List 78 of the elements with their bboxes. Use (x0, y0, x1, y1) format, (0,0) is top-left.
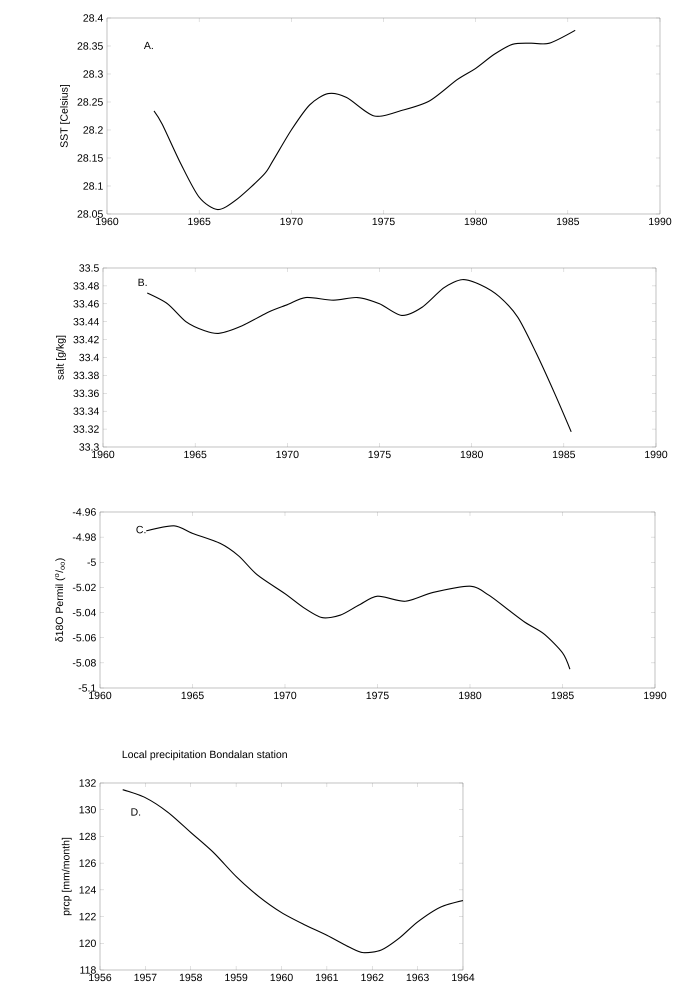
y-tick-label: -5 (87, 558, 96, 566)
y-tick-label: 120 (80, 940, 96, 948)
y-tick-label: 118 (80, 966, 96, 974)
y-tick-label: -5.04 (72, 608, 96, 616)
y-tick-label: -5.02 (72, 584, 96, 592)
x-tick-label: 1990 (645, 450, 668, 458)
line-series (146, 525, 570, 670)
x-tick-label: 1956 (89, 974, 112, 982)
y-tick-label: -5.08 (72, 659, 96, 667)
y-tick-label: 33.3 (79, 443, 99, 451)
y-tick-label: 130 (80, 806, 96, 814)
x-tick-label: 1985 (552, 450, 576, 458)
x-tick-label: 1963 (406, 974, 429, 982)
x-tick-label: 1975 (372, 218, 395, 226)
x-tick-label: 1970 (276, 450, 299, 458)
y-tick-label: 33.5 (79, 264, 99, 272)
x-tick-label: 1980 (460, 450, 483, 458)
y-tick-label: 128 (80, 832, 96, 840)
y-tick-label: 33.4 (79, 354, 99, 362)
y-tick-label: 126 (80, 859, 96, 867)
y-tick-label: 28.15 (78, 154, 103, 162)
y-tick-label: 33.34 (73, 407, 99, 415)
x-tick-label: 1958 (180, 974, 202, 982)
x-tick-label: 1975 (368, 450, 391, 458)
y-axis-title: SST [Celsius] (60, 84, 70, 148)
y-tick-label: -4.96 (72, 508, 96, 516)
y-tick-label: 28.05 (78, 210, 103, 218)
line-series (146, 279, 572, 432)
y-tick-label: -5.1 (78, 684, 96, 692)
y-tick-label: 28.3 (83, 70, 103, 78)
y-tick-label: 33.38 (73, 372, 99, 380)
annotation: A. (144, 42, 153, 50)
y-tick-label: 124 (80, 886, 96, 894)
y-axis-title: salt [g/kg] (56, 336, 66, 380)
y-tick-label: 28.35 (78, 42, 103, 50)
annotation: B. (138, 278, 147, 286)
x-tick-label: 1970 (274, 692, 296, 700)
x-tick-label: 1970 (280, 218, 303, 226)
y-tick-label: 33.46 (73, 300, 99, 308)
x-tick-label: 1957 (134, 974, 157, 982)
annotation: C. (136, 526, 146, 534)
x-tick-label: 1965 (188, 218, 210, 226)
x-tick-label: 1985 (552, 692, 574, 700)
x-tick-label: 1960 (270, 974, 293, 982)
annotation: D. (131, 808, 140, 816)
y-tick-label: 33.32 (73, 425, 99, 433)
x-tick-label: 1980 (464, 218, 487, 226)
x-tick-label: 1975 (366, 692, 389, 700)
y-tick-label: -4.98 (72, 533, 96, 541)
y-tick-label: 132 (80, 779, 96, 787)
x-tick-label: 1980 (459, 692, 482, 700)
y-tick-label: 33.48 (73, 282, 99, 290)
x-tick-label: 1962 (361, 974, 384, 982)
y-tick-label: 28.1 (83, 182, 103, 190)
x-tick-label: 1985 (556, 218, 580, 226)
y-tick-label: 33.36 (73, 390, 99, 398)
y-tick-label: 28.4 (83, 14, 103, 22)
y-tick-label: -5.06 (72, 634, 96, 642)
y-axis-title: prcp [mm/month] (62, 838, 72, 916)
x-tick-label: 1990 (649, 218, 672, 226)
x-tick-label: 1965 (182, 692, 204, 700)
y-tick-label: 33.42 (73, 336, 99, 344)
x-tick-label: 1960 (89, 692, 112, 700)
x-tick-label: 1964 (452, 974, 474, 982)
chart-title: Local precipitation Bondalan station (122, 750, 287, 760)
x-tick-label: 1990 (644, 692, 666, 700)
y-tick-label: 122 (80, 912, 96, 920)
y-tick-label: 33.44 (73, 318, 99, 326)
y-tick-label: 28.2 (83, 126, 103, 134)
line-series (153, 30, 576, 210)
y-axis-title: δ18O Permil ($^{o}$/$_{oo}$) (55, 558, 66, 642)
x-tick-label: 1965 (184, 450, 206, 458)
x-tick-label: 1959 (225, 974, 248, 982)
x-tick-label: 1960 (96, 218, 118, 226)
y-tick-label: 28.25 (78, 98, 103, 106)
x-tick-label: 1960 (92, 450, 114, 458)
x-tick-label: 1961 (316, 974, 338, 982)
line-series (122, 789, 463, 954)
